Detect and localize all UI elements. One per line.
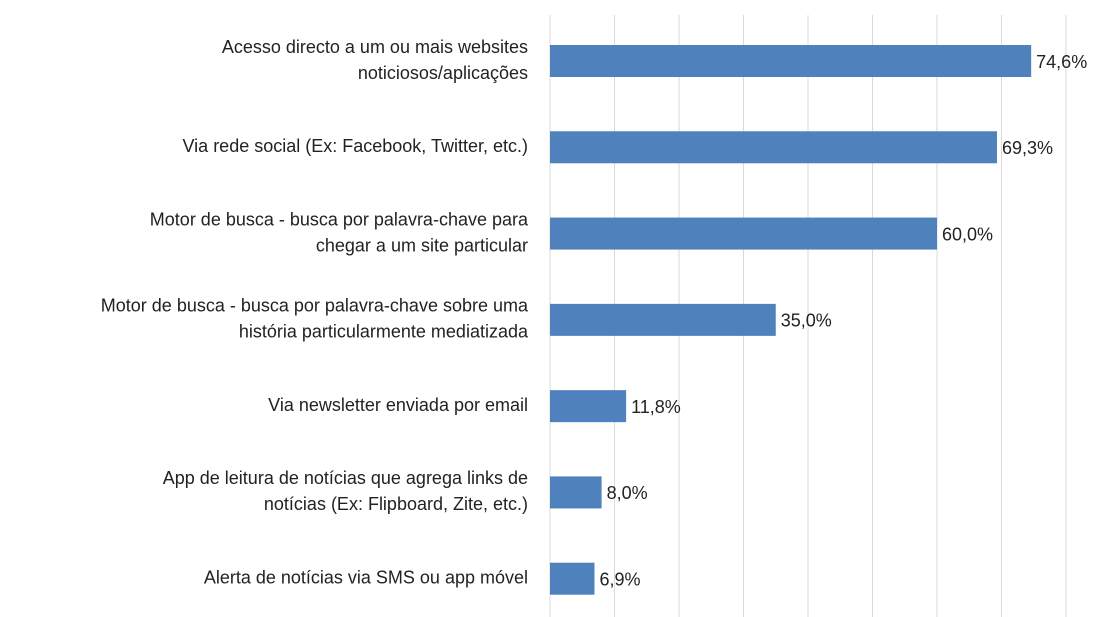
bar [550, 45, 1032, 77]
value-label: 11,8% [631, 397, 681, 417]
category-label: Via rede social (Ex: Facebook, Twitter, … [183, 136, 529, 156]
category-label: notícias (Ex: Flipboard, Zite, etc.) [264, 494, 528, 514]
bar [550, 476, 602, 509]
bar [550, 562, 595, 595]
category-label: noticiosos/aplicações [358, 63, 528, 83]
category-label: chegar a um site particular [316, 235, 528, 255]
value-label: 74,6% [1036, 52, 1087, 72]
category-label: Alerta de notícias via SMS ou app móvel [204, 567, 528, 587]
bar [550, 131, 997, 164]
value-label: 60,0% [942, 224, 993, 244]
value-label: 69,3% [1002, 138, 1053, 158]
value-label: 6,9% [600, 569, 641, 589]
category-label: Acesso directo a um ou mais websites [222, 37, 528, 57]
bar [550, 217, 937, 250]
value-label: 35,0% [781, 311, 832, 331]
category-label: App de leitura de notícias que agrega li… [163, 468, 528, 488]
bar [550, 390, 627, 423]
category-label: Motor de busca - busca por palavra-chave… [101, 296, 529, 316]
bar [550, 303, 776, 336]
category-label: Motor de busca - busca por palavra-chave… [150, 209, 529, 229]
value-label: 8,0% [607, 483, 648, 503]
category-label: Via newsletter enviada por email [268, 395, 528, 415]
category-label: história particularmente mediatizada [239, 322, 529, 342]
